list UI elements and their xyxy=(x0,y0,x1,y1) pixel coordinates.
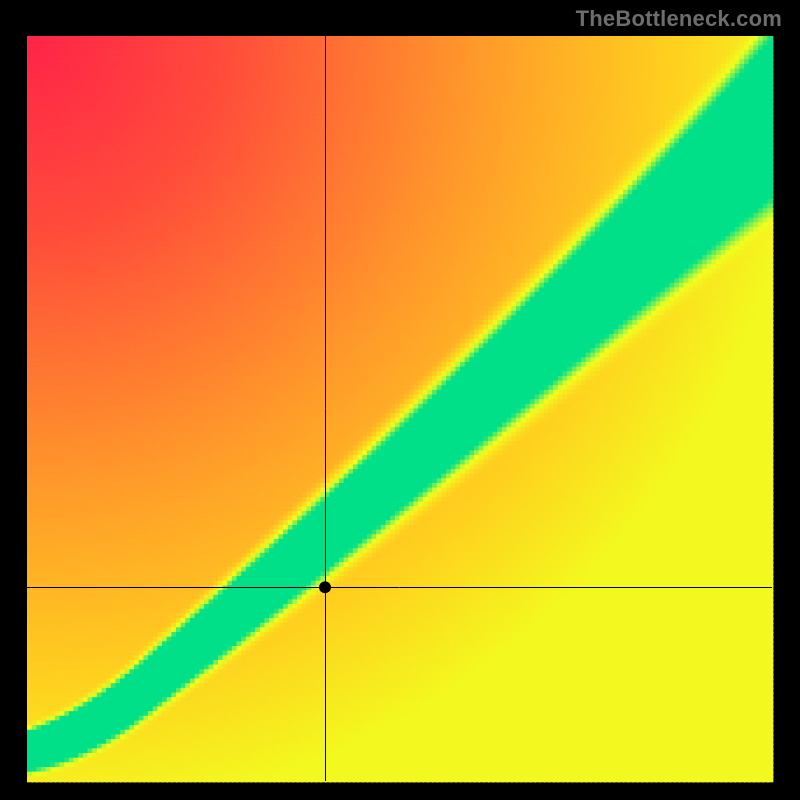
bottleneck-heatmap xyxy=(0,0,800,800)
page-root: TheBottleneck.com xyxy=(0,0,800,800)
watermark-text: TheBottleneck.com xyxy=(576,6,782,32)
